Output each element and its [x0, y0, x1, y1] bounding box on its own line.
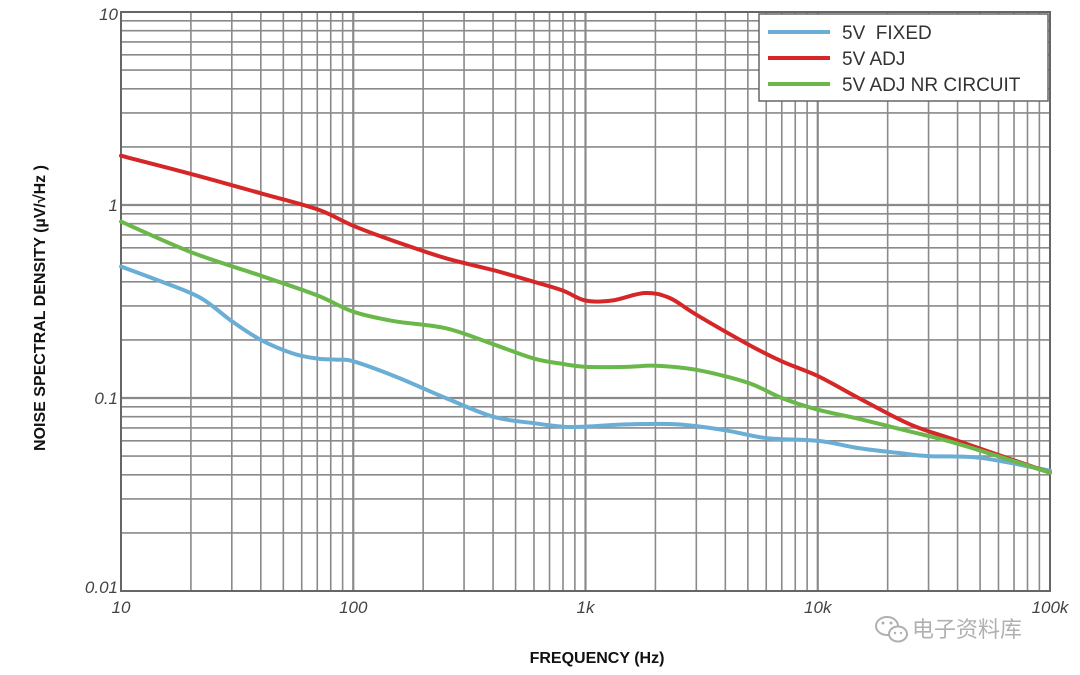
wechat-icon [875, 616, 908, 643]
plot-frame [120, 11, 1051, 592]
x-tick-label: 10 [112, 598, 131, 617]
series-line-3 [119, 219, 1052, 475]
x-tick-label: 100 [339, 598, 368, 617]
tick-labels: 10 100 1k 10k 100k 10 1 0.1 0.01 [85, 5, 1070, 617]
series-line-2 [119, 153, 1052, 475]
watermark: 电子资料库 [875, 616, 1022, 643]
x-axis-title: FREQUENCY (Hz) [530, 650, 665, 667]
series-line-1 [119, 264, 1052, 473]
legend-label-3: 5V ADJ NR CIRCUIT [842, 75, 1021, 96]
x-tick-label: 100k [1032, 598, 1070, 617]
watermark-text: 电子资料库 [912, 618, 1022, 643]
y-tick-label: 0.01 [85, 578, 118, 597]
series-layer [119, 153, 1052, 475]
y-axis-title: NOISE SPECTRAL DENSITY (µV/√Hz ) [32, 165, 49, 451]
x-tick-label: 10k [804, 598, 833, 617]
y-tick-label: 1 [109, 196, 118, 215]
grid [121, 12, 1050, 591]
x-tick-label: 1k [577, 598, 596, 617]
legend-label-2: 5V ADJ [842, 49, 905, 70]
y-tick-label: 0.1 [94, 389, 118, 408]
y-tick-label: 10 [99, 5, 118, 24]
legend: 5V FIXED 5V ADJ 5V ADJ NR CIRCUIT [758, 13, 1049, 102]
legend-label-1: 5V FIXED [842, 23, 932, 44]
